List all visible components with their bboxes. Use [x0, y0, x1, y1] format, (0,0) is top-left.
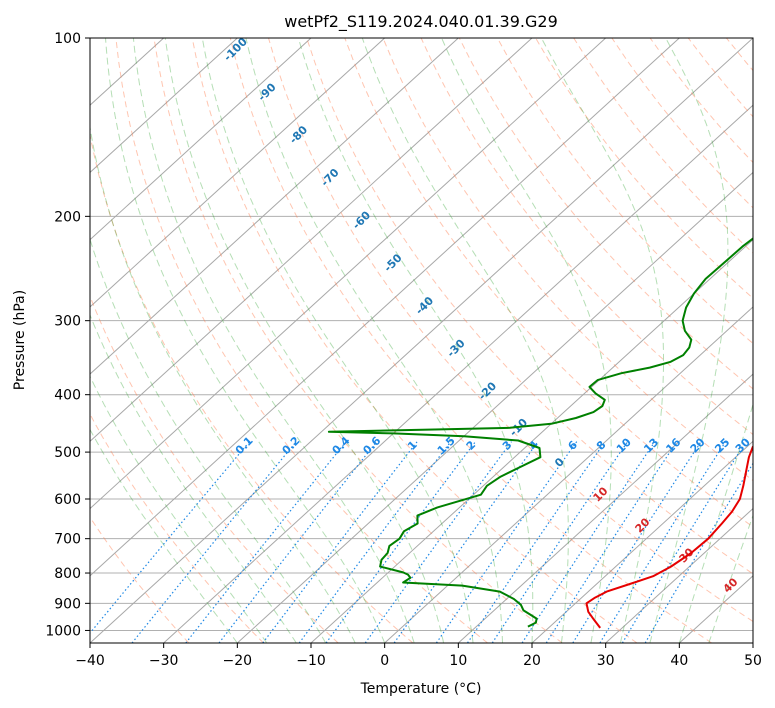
isotherm-line	[384, 306, 753, 643]
isotherm-line	[457, 373, 753, 643]
x-tick-label: 20	[523, 653, 541, 669]
mixing-ratio-line	[521, 441, 656, 643]
y-axis-ticks: 100 200 300 400 500 600 700 800 900 1000	[45, 31, 90, 639]
profile-series	[327, 237, 753, 629]
y-tick-label: 300	[54, 314, 81, 330]
isotherm-line	[90, 38, 680, 577]
isotherm-line	[90, 38, 312, 241]
dry-adiabat	[90, 413, 264, 643]
moist-adiabat	[90, 124, 356, 643]
mixing-ratio-line	[491, 441, 629, 643]
mixing-ratio-line	[364, 441, 512, 643]
x-axis-ticks: −40 −30 −20 −10 0 10 20 30 40 50	[75, 643, 762, 669]
moist-adiabat	[90, 428, 238, 643]
moist-adiabat	[90, 375, 268, 643]
dry-adiabats	[90, 38, 753, 643]
isotherm-line	[531, 440, 753, 643]
dry-adiabat	[306, 38, 753, 575]
moist-adiabat	[649, 38, 729, 643]
dewpoint-profile-line	[327, 237, 753, 628]
pressure-gridlines	[90, 38, 753, 631]
y-tick-label: 700	[54, 532, 81, 548]
moist-adiabat	[90, 313, 297, 643]
moist-adiabat	[245, 38, 503, 643]
moist-adiabats	[90, 38, 753, 643]
chart-title: wetPf2_S119.2024.040.01.39.G29	[284, 12, 558, 32]
y-tick-label: 500	[54, 445, 81, 461]
isotherm-line	[310, 238, 753, 643]
dry-adiabat	[344, 38, 753, 528]
y-tick-label: 600	[54, 492, 81, 508]
dry-adiabat	[496, 38, 753, 345]
dry-adiabat	[268, 38, 753, 623]
isotherm-line	[90, 38, 386, 308]
moist-adiabat	[132, 38, 415, 643]
x-tick-label: 10	[449, 653, 467, 669]
mixing-ratio-line	[218, 441, 378, 643]
moist-adiabat	[708, 514, 753, 643]
y-tick-label: 1000	[45, 623, 81, 639]
x-tick-label: −20	[223, 653, 253, 669]
temperature-profile-line	[585, 445, 753, 629]
mixing-ratio-line	[131, 441, 297, 643]
mixing-ratio-line	[545, 441, 678, 643]
moist-adiabat	[105, 38, 386, 643]
moist-adiabat	[678, 402, 753, 643]
mixing-ratio-line	[466, 441, 606, 643]
y-tick-label: 800	[54, 566, 81, 582]
y-tick-label: 200	[54, 209, 81, 225]
isotherm-line	[90, 38, 753, 643]
y-tick-label: 100	[54, 31, 81, 47]
x-axis-label: Temperature (°C)	[360, 681, 482, 697]
mixing-ratio-line	[572, 441, 702, 643]
moist-adiabat	[297, 38, 534, 643]
dry-adiabat	[153, 38, 563, 643]
mixing-ratio-line	[621, 441, 747, 643]
moist-adiabat	[441, 38, 612, 643]
moist-adiabat	[164, 38, 445, 643]
moist-adiabat	[90, 237, 327, 643]
isotherm-line	[90, 38, 459, 375]
axes-frame	[89, 37, 754, 644]
dry-adiabat	[229, 38, 712, 643]
mixing-ratio-line	[90, 441, 251, 634]
mixing-ratio-line	[325, 441, 476, 643]
isotherm-line	[605, 507, 753, 643]
x-tick-label: −40	[75, 653, 105, 669]
dry-adiabat	[90, 516, 190, 643]
mixing-ratio-line	[435, 441, 578, 643]
y-axis-label: Pressure (hPa)	[12, 290, 28, 390]
skewed-isotherms	[90, 38, 753, 643]
x-tick-label: −10	[296, 653, 326, 669]
x-tick-label: −30	[149, 653, 179, 669]
x-tick-label: 50	[744, 653, 762, 669]
mixing-ratio-line	[599, 441, 727, 643]
isotherm-line	[90, 38, 238, 174]
isotherm-line	[90, 38, 607, 510]
moist-adiabat	[540, 38, 664, 643]
mixing-ratio-lines	[90, 441, 753, 643]
y-tick-label: 400	[54, 388, 81, 404]
isotherm-line	[163, 104, 753, 643]
isotherm-line	[90, 38, 533, 443]
dry-adiabat	[115, 38, 488, 643]
x-tick-label: 40	[670, 653, 688, 669]
dry-adiabat	[535, 38, 753, 299]
isotherm-line	[236, 171, 753, 643]
x-tick-label: 0	[380, 653, 389, 669]
moist-adiabat	[201, 38, 474, 643]
dry-adiabat	[191, 38, 638, 643]
y-tick-label: 900	[54, 596, 81, 612]
x-tick-label: 30	[597, 653, 615, 669]
moist-adiabat	[361, 38, 569, 643]
dry-adiabat	[90, 132, 414, 643]
dry-adiabat	[382, 38, 753, 482]
mixing-ratio-line	[644, 462, 753, 643]
